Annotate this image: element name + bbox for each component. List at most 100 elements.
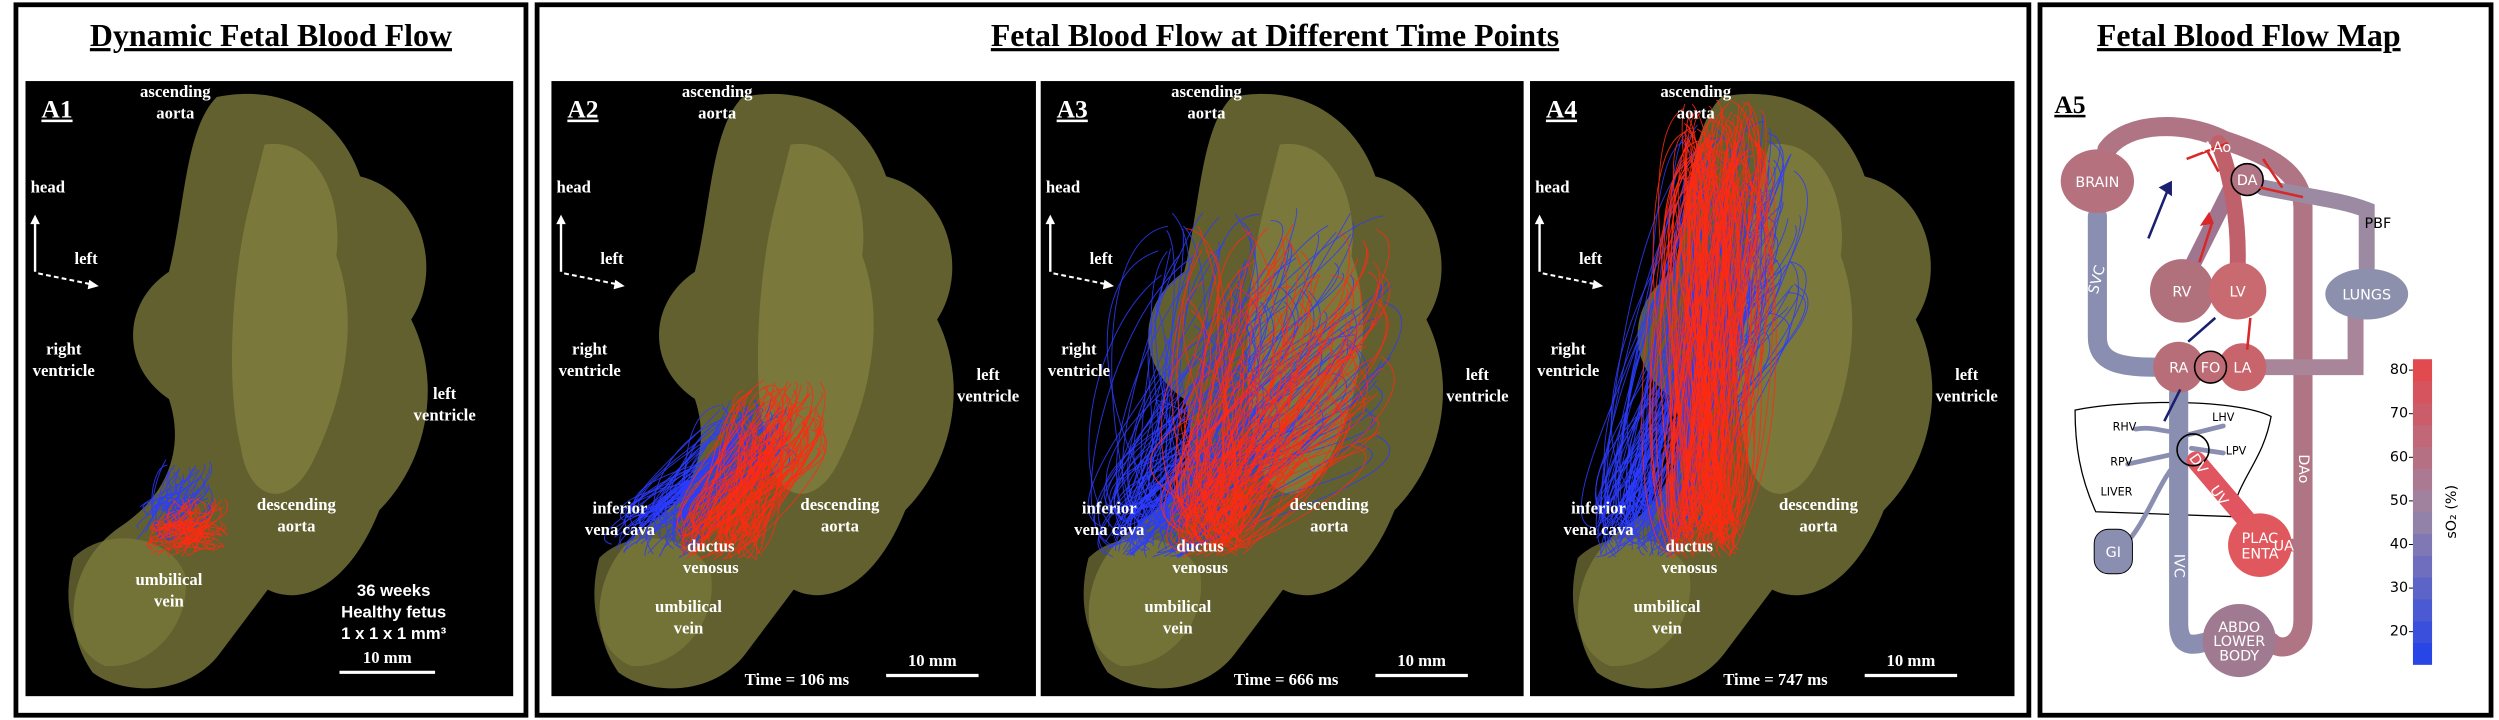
- node-label: RPV: [2110, 456, 2132, 469]
- colorbar-block: [2412, 468, 2433, 491]
- node: [2208, 262, 2267, 320]
- streamline: [1200, 317, 1356, 533]
- anatomy-label: descending: [800, 495, 880, 514]
- streamline: [637, 403, 765, 518]
- node-label: LHV: [2212, 411, 2235, 424]
- streamline: [1708, 151, 1750, 553]
- streamline: [1182, 396, 1226, 525]
- streamline: [1651, 183, 1711, 559]
- colorbar-block: [2412, 381, 2433, 404]
- colorbar-block: [2412, 555, 2433, 578]
- anatomy-label: left: [1466, 365, 1490, 384]
- panel-label: A5: [2054, 90, 2085, 119]
- heart-surface: [231, 143, 348, 494]
- panel-label: A2: [567, 95, 598, 124]
- streamline: [1696, 131, 1731, 555]
- streamline: [171, 513, 204, 544]
- streamline: [686, 414, 764, 524]
- streamline: [721, 446, 779, 534]
- streamline: [744, 391, 785, 547]
- colorbar-tick-label: 50: [2390, 493, 2408, 509]
- streamline: [1672, 127, 1709, 525]
- colorbar-tick-label: 40: [2390, 536, 2408, 552]
- streamline: [1619, 208, 1692, 537]
- anatomy-label: aorta: [1799, 517, 1838, 536]
- streamline: [752, 429, 827, 544]
- node: [2176, 433, 2210, 467]
- anatomy-label: venosus: [1661, 558, 1717, 577]
- anatomy-label: vena cava: [1074, 520, 1145, 539]
- streamline: [1721, 103, 1748, 525]
- anatomy-label: ventricle: [1048, 361, 1110, 380]
- panel: A3 head left ascending aorta right ventricle le…: [1040, 81, 1524, 697]
- streamline: [693, 400, 741, 549]
- anatomy-label: 1 x 1 x 1 mm³: [341, 624, 446, 643]
- streamline: [1723, 145, 1774, 525]
- streamline: [173, 542, 184, 551]
- streamline: [1683, 114, 1729, 512]
- streamline: [741, 413, 771, 560]
- streamline: [1090, 257, 1193, 549]
- streamline: [707, 390, 780, 527]
- flow-map: A5 BRAIN AAo DA PBF SVC RV LV LUNGS RA: [2054, 90, 2460, 678]
- streamline: [1105, 219, 1284, 514]
- streamline: [161, 484, 206, 509]
- streamline: [1218, 360, 1293, 533]
- colorbar-block: [2412, 511, 2433, 535]
- panel-label: A3: [1057, 95, 1088, 124]
- anatomy-label: ventricle: [1446, 386, 1508, 405]
- streamline: [1663, 155, 1699, 550]
- anatomy-label: ductus: [687, 537, 735, 556]
- anatomy-label: descending: [1290, 495, 1370, 514]
- vessel: [2186, 451, 2260, 535]
- anatomy-label: left: [433, 384, 457, 403]
- anatomy-label: left: [600, 249, 624, 268]
- streamline: [684, 430, 758, 538]
- anatomy-label: left: [1955, 365, 1979, 384]
- streamline: [1196, 414, 1238, 536]
- streamline: [1207, 300, 1322, 512]
- node: [2230, 162, 2264, 197]
- node: [2228, 513, 2292, 577]
- streamline: [734, 384, 773, 545]
- panel: A4 head left ascending aorta right ventricle le…: [1530, 81, 2015, 697]
- streamline: [136, 484, 177, 529]
- streamline: [691, 389, 797, 546]
- streamline: [1691, 159, 1752, 528]
- flow-arrow: [2147, 180, 2217, 422]
- anatomy-label: umbilical: [1144, 597, 1211, 616]
- streamline: [146, 530, 192, 551]
- streamline: [1698, 162, 1727, 534]
- streamline: [1194, 361, 1307, 547]
- colorbar-block: [2412, 533, 2433, 556]
- node: [2060, 149, 2135, 213]
- streamline: [720, 386, 769, 540]
- anatomy-label: venosus: [683, 558, 739, 577]
- streamline: [737, 448, 769, 554]
- streamline: [1176, 243, 1237, 539]
- streamline: [681, 423, 817, 541]
- streamline: [705, 437, 795, 539]
- streamline: [1184, 269, 1242, 554]
- axis-arrow: [38, 272, 93, 286]
- section-frame: [534, 2, 2032, 718]
- streamline: [1106, 250, 1178, 527]
- scale-label: 10 mm: [908, 651, 957, 670]
- streamline: [178, 498, 199, 539]
- streamline: [1192, 261, 1278, 514]
- node: [2193, 350, 2228, 384]
- streamline: [691, 422, 810, 550]
- streamline: [728, 442, 746, 529]
- anatomy-label: head: [1046, 177, 1081, 196]
- anatomy-label: right: [572, 339, 608, 358]
- anatomy-label: inferior: [593, 498, 648, 517]
- anatomy-label: left: [977, 365, 1001, 384]
- streamline: [1677, 132, 1704, 543]
- anatomy-label: head: [31, 177, 66, 196]
- streamline: [145, 463, 205, 516]
- streamline: [1697, 140, 1740, 513]
- node-label: LOWER: [2213, 634, 2265, 650]
- anatomy-label: ventricle: [1936, 386, 1998, 405]
- colorbar-block: [2412, 446, 2433, 469]
- streamline: [688, 400, 770, 532]
